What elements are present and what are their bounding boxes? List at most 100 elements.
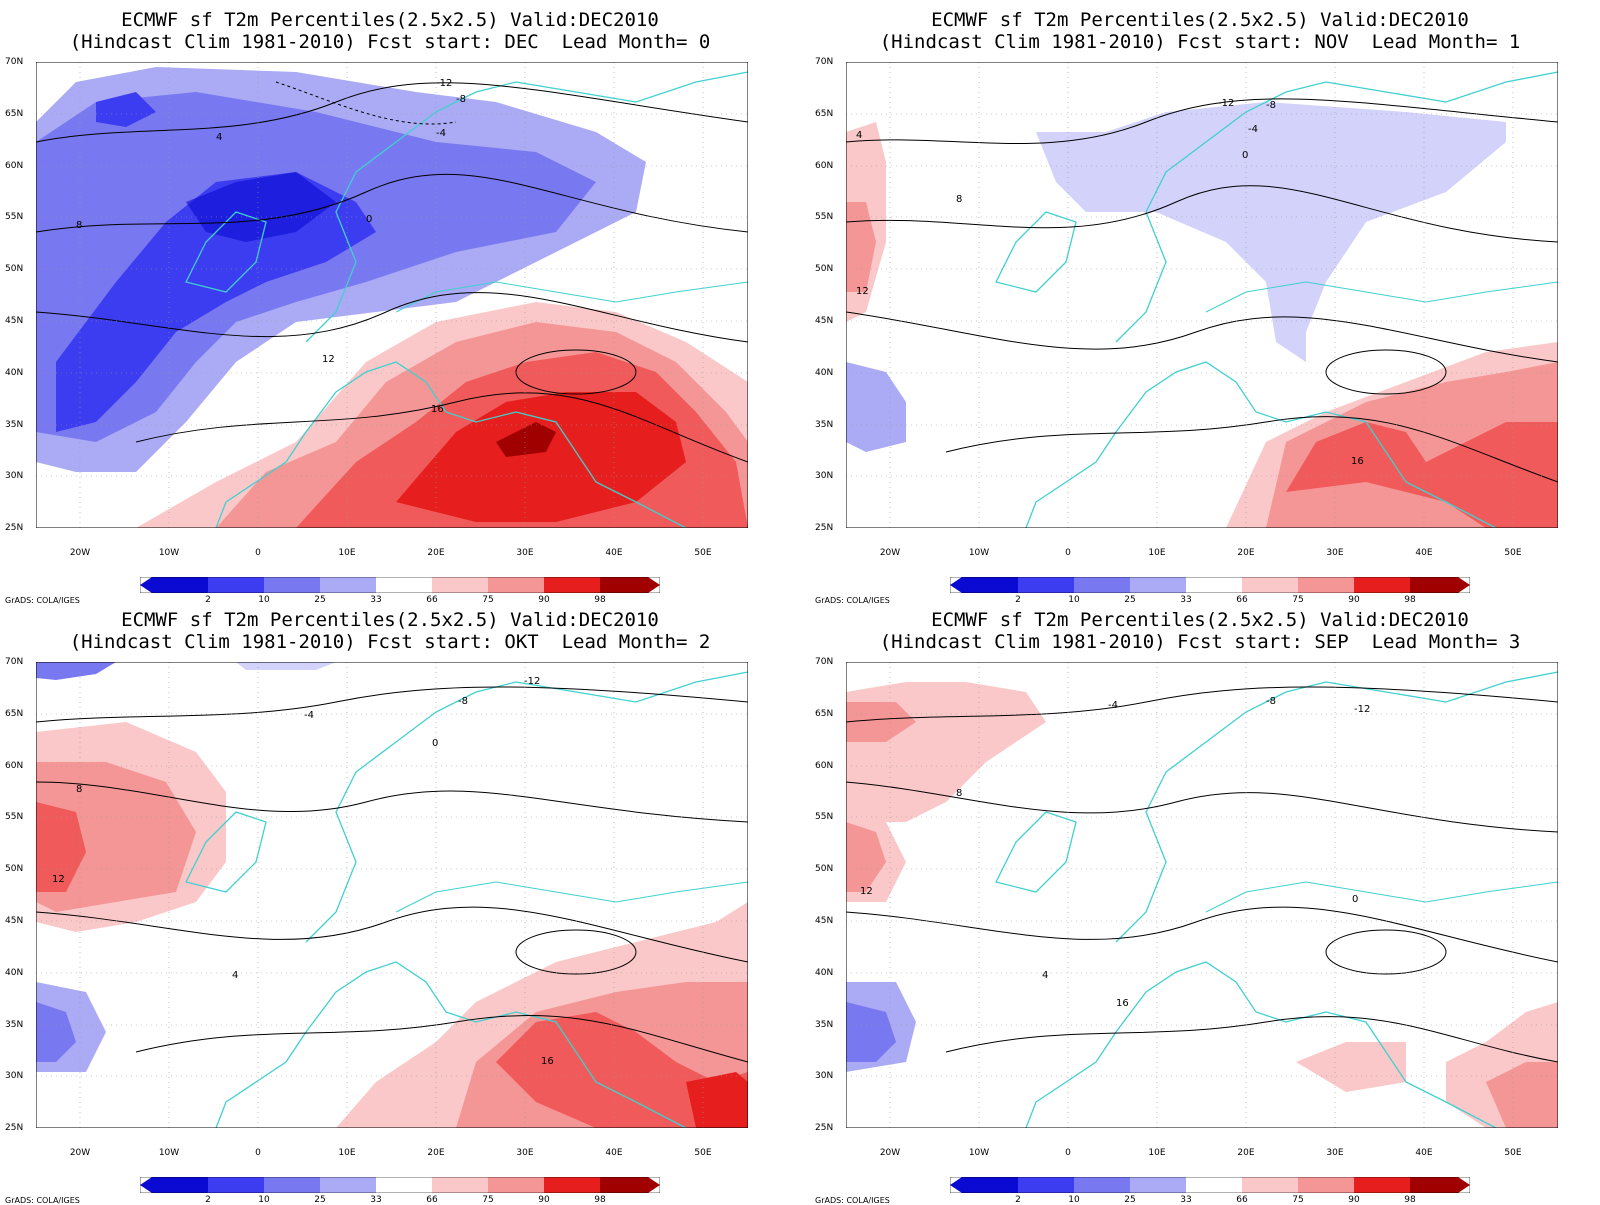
contour-label: 16 [1116, 998, 1129, 1009]
lat-label: 60N [815, 161, 834, 171]
map-plot-area: -12 -8 -4 0 4 8 12 16 [36, 662, 748, 1128]
map-plot-area: 4 8 -12 -8 -4 0 12 16 [36, 62, 748, 528]
lon-label: 20E [1237, 548, 1255, 558]
colorbar-label: 2 [205, 1195, 211, 1205]
lat-label: 35N [815, 1020, 834, 1030]
lon-label: 50E [694, 1148, 712, 1158]
lon-label: 10E [338, 1148, 356, 1158]
contour-label: 8 [76, 220, 82, 231]
lat-label: 55N [5, 812, 24, 822]
lon-label: 20E [427, 1148, 445, 1158]
panel-title-line2: (Hindcast Clim 1981-2010) Fcst start: DE… [69, 31, 711, 53]
lat-label: 60N [5, 761, 24, 771]
contour-label: 0 [1352, 894, 1358, 905]
contour-label: -12 [436, 78, 452, 89]
lon-label: 40E [1415, 548, 1433, 558]
contour-label: -8 [1266, 696, 1276, 707]
colorbar-label: 75 [1292, 595, 1304, 605]
contour-label: 16 [431, 404, 444, 415]
map-plot-area: -12 -8 -4 0 4 8 12 16 [846, 62, 1558, 528]
lat-label: 60N [815, 761, 834, 771]
lon-label: 50E [694, 548, 712, 558]
contour-label: -12 [1218, 98, 1234, 109]
colorbar-label: 33 [370, 1195, 382, 1205]
colorbar-label: 10 [1068, 1195, 1080, 1205]
contour-label: -8 [1266, 100, 1276, 111]
contour-label: 12 [856, 286, 869, 297]
colorbar-label: 98 [594, 595, 606, 605]
lon-label: 20W [69, 1148, 91, 1158]
grads-credit: GrADS: COLA/IGES [5, 1196, 80, 1205]
colorbar-label: 98 [594, 1195, 606, 1205]
colorbar-label: 2 [205, 595, 211, 605]
lon-label: 10E [1148, 548, 1166, 558]
colorbar-label: 10 [258, 595, 270, 605]
map-panel-lead-1: ECMWF sf T2m Percentiles(2.5x2.5) Valid:… [810, 0, 1590, 605]
lon-label: 10W [158, 1148, 180, 1158]
lat-label: 40N [815, 368, 834, 378]
lon-label: 20E [1237, 1148, 1255, 1158]
contour-label: 4 [232, 970, 238, 981]
lat-label: 50N [815, 864, 834, 874]
contour-label: -8 [456, 94, 466, 105]
grads-credit: GrADS: COLA/IGES [815, 1196, 890, 1205]
lat-label: 35N [815, 420, 834, 430]
colorbar-label: 75 [482, 595, 494, 605]
lat-label: 25N [815, 1123, 834, 1133]
panel-title-line1: ECMWF sf T2m Percentiles(2.5x2.5) Valid:… [931, 609, 1469, 631]
grads-credit: GrADS: COLA/IGES [815, 596, 890, 605]
contour-label: 16 [1351, 456, 1364, 467]
lat-label: 40N [815, 968, 834, 978]
lat-label: 40N [5, 368, 24, 378]
lon-label: 30E [1326, 548, 1344, 558]
lat-label: 70N [5, 57, 24, 67]
contour-label: 4 [856, 130, 862, 141]
lon-label: 10E [338, 548, 356, 558]
colorbar-label: 66 [426, 1195, 438, 1205]
lon-label: 20W [879, 548, 901, 558]
lat-label: 70N [815, 657, 834, 667]
lon-label: 40E [605, 548, 623, 558]
lon-label: 50E [1504, 1148, 1522, 1158]
lat-label: 70N [5, 657, 24, 667]
lat-label: 50N [5, 264, 24, 274]
colorbar-label: 25 [1124, 1195, 1136, 1205]
lon-label: 0 [255, 1148, 261, 1158]
panel-title-line2: (Hindcast Clim 1981-2010) Fcst start: OK… [69, 631, 711, 653]
lat-label: 30N [5, 1071, 24, 1081]
lat-label: 50N [815, 264, 834, 274]
lon-label: 40E [1415, 1148, 1433, 1158]
map-panel-lead-2: ECMWF sf T2m Percentiles(2.5x2.5) Valid:… [0, 600, 780, 1205]
lat-label: 60N [5, 161, 24, 171]
lat-label: 30N [815, 1071, 834, 1081]
lat-label: 45N [815, 916, 834, 926]
colorbar-label: 33 [1180, 595, 1192, 605]
contour-label: -8 [458, 696, 468, 707]
lat-label: 35N [5, 420, 24, 430]
colorbar-label: 2 [1015, 595, 1021, 605]
lat-label: 25N [5, 1123, 24, 1133]
colorbar [140, 1177, 660, 1193]
contour-label: -4 [1108, 700, 1118, 711]
lat-label: 65N [5, 109, 24, 119]
colorbar-label: 90 [1348, 595, 1360, 605]
lat-label: 45N [5, 916, 24, 926]
contour-label: 12 [322, 354, 335, 365]
contour-label: -4 [436, 128, 446, 139]
colorbar-label: 25 [314, 595, 326, 605]
panel-title-line2: (Hindcast Clim 1981-2010) Fcst start: SE… [879, 631, 1521, 653]
colorbar-label: 90 [1348, 1195, 1360, 1205]
colorbar-label: 66 [426, 595, 438, 605]
contour-label: 4 [216, 132, 222, 143]
lat-label: 25N [5, 523, 24, 533]
contour-label: 0 [432, 738, 438, 749]
colorbar-label: 10 [1068, 595, 1080, 605]
lat-label: 65N [815, 709, 834, 719]
contour-label: 8 [76, 784, 82, 795]
lat-label: 30N [815, 471, 834, 481]
lon-label: 10E [1148, 1148, 1166, 1158]
lon-label: 20W [879, 1148, 901, 1158]
lon-label: 20W [69, 548, 91, 558]
lon-label: 10W [968, 548, 990, 558]
colorbar-label: 33 [370, 595, 382, 605]
